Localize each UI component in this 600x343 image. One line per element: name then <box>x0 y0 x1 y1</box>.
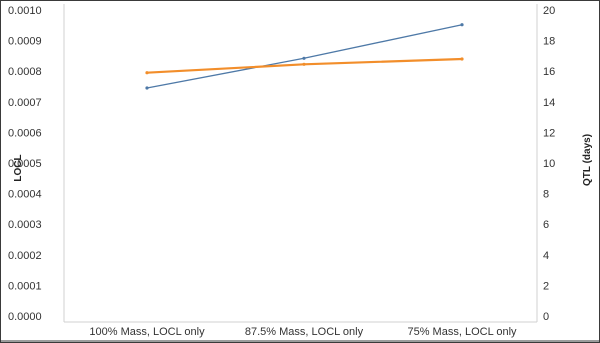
series-layer <box>145 23 464 90</box>
data-point-right <box>460 57 464 61</box>
data-point-right <box>302 62 306 66</box>
y-right-tick-label: 12 <box>543 127 555 139</box>
y-axis-left-ticks: 0.0000 0.0001 0.0002 0.0003 0.0004 0.0005 0.00… <box>8 5 42 323</box>
y-right-tick-label: 8 <box>543 189 549 201</box>
y-right-tick-label: 16 <box>543 66 555 78</box>
y-right-tick-label: 14 <box>543 97 555 109</box>
x-tick-label: 100% Mass, LOCL only <box>89 326 205 338</box>
x-tick-label: 75% Mass, LOCL only <box>407 326 517 338</box>
y-left-tick-label: 0.0003 <box>8 219 42 231</box>
data-point-right <box>145 71 149 75</box>
y-axis-right-ticks: 0 2 4 6 8 10 12 14 16 18 20 <box>543 5 555 323</box>
y-axis-right-title: QTL (days) <box>582 134 593 186</box>
data-point-left <box>145 86 149 90</box>
y-left-tick-label: 0.0009 <box>8 36 42 48</box>
series-line-left <box>146 24 463 89</box>
y-left-tick-label: 0.0002 <box>8 250 42 262</box>
y-right-tick-label: 6 <box>543 219 549 231</box>
x-tick-label: 87.5% Mass, LOCL only <box>245 326 364 338</box>
y-left-tick-label: 0.0001 <box>8 280 42 292</box>
data-point-left <box>302 56 306 60</box>
y-left-tick-label: 0.0006 <box>8 127 42 139</box>
y-right-tick-label: 2 <box>543 280 549 292</box>
y-right-tick-label: 10 <box>543 158 555 170</box>
y-right-tick-label: 20 <box>543 5 555 17</box>
y-axis-left-title: LOCL <box>13 154 24 181</box>
x-axis-ticks: 100% Mass, LOCL only 87.5% Mass, LOCL onl… <box>89 326 517 338</box>
y-left-tick-label: 0.0000 <box>8 311 42 323</box>
series-line-right <box>146 57 463 74</box>
y-left-tick-label: 0.0010 <box>8 5 42 17</box>
y-right-tick-label: 4 <box>543 250 549 262</box>
y-left-tick-label: 0.0007 <box>8 97 42 109</box>
y-left-tick-label: 0.0004 <box>8 189 42 201</box>
data-point-left <box>460 23 464 27</box>
y-right-tick-label: 18 <box>543 36 555 48</box>
y-left-tick-label: 0.0008 <box>8 66 42 78</box>
y-left-tick-label: 0.0005 <box>8 158 42 170</box>
y-right-tick-label: 0 <box>543 311 549 323</box>
